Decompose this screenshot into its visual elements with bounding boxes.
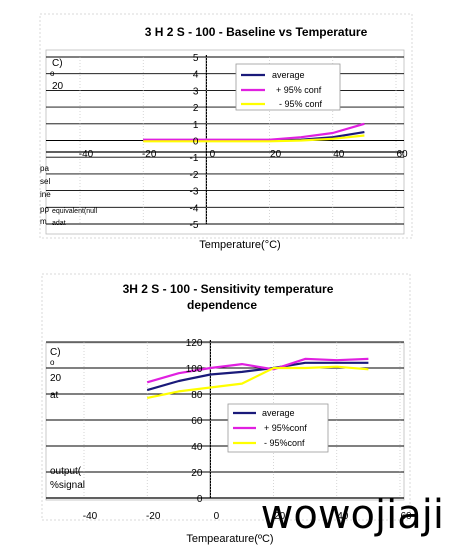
chart-title-line-1: 3H 2 S - 100 - Sensitivity temperature	[123, 282, 334, 296]
y-tick-label: -1	[189, 153, 198, 164]
x-tick-label: 0	[210, 149, 216, 160]
y-tick-label: 60	[191, 416, 203, 427]
y-axis-label-fragment: %signal	[50, 480, 85, 491]
chart-title-line-2: dependence	[187, 298, 257, 312]
y-axis-label-fragment: ine	[40, 190, 51, 199]
watermark: wowojiaji	[261, 492, 444, 538]
y-axis-label-fragment: 20	[50, 373, 62, 384]
y-tick-label: -4	[189, 203, 198, 214]
y-axis-label-fragment: output(	[50, 466, 82, 477]
y-tick-label: 1	[193, 120, 199, 131]
y-axis-label-fragment: o	[50, 69, 55, 78]
legend-label-average: average	[262, 408, 295, 418]
y-axis-label-fragment: pp	[40, 205, 49, 214]
legend-label-lower: - 95%conf	[264, 438, 305, 448]
legend: average + 95%conf - 95%conf	[227, 403, 329, 453]
y-tick-label: 100	[186, 364, 203, 375]
y-tick-label: 80	[191, 390, 203, 401]
chart-title: 3 H 2 S - 100 - Baseline vs Temperature	[145, 25, 368, 39]
legend: average + 95% conf - 95% conf	[235, 63, 341, 111]
x-tick-label: 60	[400, 511, 412, 522]
y-tick-label: 20	[191, 468, 203, 479]
series-line-upper-95-conf	[143, 122, 365, 141]
y-tick-label: 0	[193, 137, 199, 148]
legend-box	[235, 63, 341, 111]
y-tick-label: 5	[193, 53, 199, 64]
y-tick-label: 4	[193, 70, 199, 81]
y-tick-label: -3	[189, 187, 198, 198]
y-tick-label: 40	[191, 442, 203, 453]
x-tick-label: 20	[270, 149, 282, 160]
series-line-average	[146, 361, 369, 392]
y-axis-label-fragment: equivalent(null	[52, 208, 98, 215]
y-axis-label-fragment: 20	[52, 81, 64, 92]
y-tick-label: -5	[189, 220, 198, 231]
x-axis-label: Tempearature(ºC)	[186, 533, 273, 545]
baseline-chart: 3 H 2 S - 100 - Baseline vs Temperature …	[39, 13, 413, 251]
legend-label-lower: - 95% conf	[279, 99, 323, 109]
y-tick-label: 0	[197, 494, 203, 505]
x-tick-label: 20	[274, 511, 286, 522]
y-axis-label-fragment: C)	[52, 58, 63, 69]
y-tick-label: 120	[186, 338, 203, 349]
x-tick-label: 40	[333, 149, 345, 160]
y-tick-label: 3	[193, 86, 199, 97]
y-axis-label-fragment: adat	[52, 220, 66, 227]
y-axis-label-fragment: at	[50, 390, 59, 401]
x-tick-label: 40	[337, 511, 349, 522]
series-line-lower-95-conf	[143, 134, 365, 143]
x-tick-label: -40	[83, 511, 98, 522]
y-axis-label-fragment: C)	[50, 347, 61, 358]
legend-label-average: average	[272, 70, 305, 80]
legend-label-upper: + 95%conf	[264, 423, 307, 433]
x-tick-label: -20	[142, 149, 157, 160]
sensitivity-chart: 3H 2 S - 100 - Sensitivity temperature d…	[41, 273, 412, 545]
x-tick-label: -20	[146, 511, 161, 522]
y-axis-label-fragment: pa	[40, 164, 49, 173]
series-line-upper-95-conf	[146, 357, 369, 384]
legend-label-upper: + 95% conf	[276, 85, 322, 95]
y-axis-label-fragment: m	[40, 217, 47, 226]
series-line-lower-95-conf	[146, 365, 369, 399]
plot-area-border	[45, 342, 405, 501]
y-axis-label-fragment: sel	[40, 177, 50, 186]
y-tick-label: 2	[193, 103, 199, 114]
y-axis-label-fragment: o	[50, 358, 55, 367]
x-tick-label: 60	[396, 149, 408, 160]
x-tick-label: -40	[79, 149, 94, 160]
x-axis-label: Temperature(°C)	[199, 239, 280, 251]
y-tick-label: -2	[189, 170, 198, 181]
x-tick-label: 0	[214, 511, 220, 522]
